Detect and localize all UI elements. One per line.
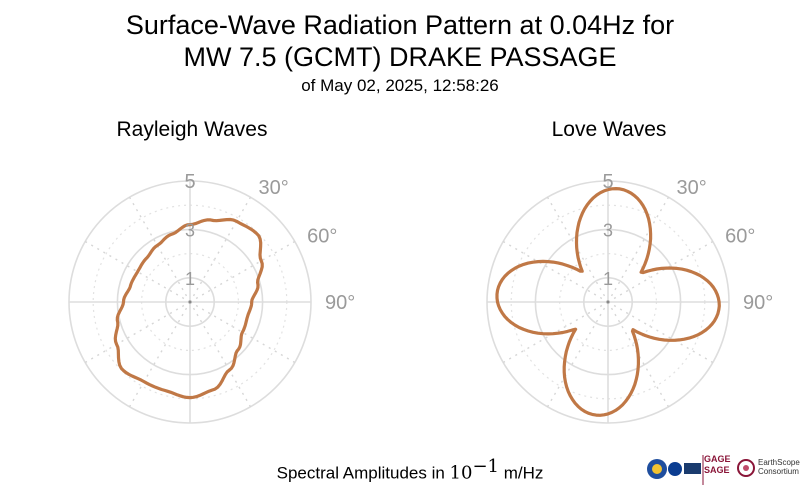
rayleigh-r-tick-label: 3 [185, 220, 195, 240]
rayleigh-theta-tick-label: 60° [307, 226, 337, 248]
rayleigh-pattern-line [113, 217, 264, 400]
love-subtitle: Love Waves [551, 118, 667, 141]
chart-title-line2: MW 7.5 (GCMT) DRAKE PASSAGE [183, 42, 617, 72]
love-theta-tick-label: 60° [725, 226, 755, 248]
earthscope-logo-icon [737, 459, 755, 477]
rayleigh-theta-tick-label: 30° [259, 177, 289, 199]
rayleigh-grid-spoke [189, 196, 252, 303]
love-grid-spoke [546, 301, 609, 408]
rayleigh-grid-spoke [128, 301, 191, 408]
chart-title-date: of May 02, 2025, 12:58:26 [301, 76, 499, 95]
earthscope-dot-icon [743, 465, 749, 471]
love-r-tick-label: 1 [603, 269, 613, 289]
gage-sage-logo: GAGE SAGE [704, 454, 731, 475]
rayleigh-r-tick-label: 5 [184, 171, 195, 193]
rayleigh-grid-spoke [189, 240, 296, 303]
love-grid-spoke [502, 240, 609, 303]
chart-title-line1: Surface-Wave Radiation Pattern at 0.04Hz… [125, 10, 675, 40]
love-grid-spoke [607, 240, 714, 303]
rayleigh-grid-spoke [189, 301, 252, 408]
rayleigh-grid-spoke [84, 301, 191, 364]
love-r-tick-label: 5 [602, 171, 613, 193]
rayleigh-grid-spoke [128, 196, 191, 303]
nasa-logo-icon [668, 462, 682, 476]
nsf-emblem-icon [652, 464, 662, 474]
love-r-tick-label: 3 [603, 220, 613, 240]
love-grid-spoke [607, 301, 714, 364]
love-theta-tick-label: 90° [743, 292, 773, 314]
rayleigh-theta-tick-label: 90° [325, 292, 355, 314]
love-pattern-line [495, 187, 721, 417]
rayleigh-r-tick-label: 1 [185, 269, 195, 289]
love-theta-tick-label: 30° [677, 177, 707, 199]
earthscope-logo-text: EarthScope Consortium [758, 458, 800, 476]
love-center-dot [606, 300, 610, 304]
amplitude-units-label: Spectral Amplitudes in 10−1 m/Hz [276, 456, 544, 484]
rayleigh-subtitle: Rayleigh Waves [116, 118, 268, 141]
love-grid-spoke [607, 196, 670, 303]
usgs-logo-icon [684, 463, 701, 474]
rayleigh-center-dot [188, 300, 192, 304]
logo-strip: GAGE SAGE EarthScope Consortium [646, 452, 800, 488]
